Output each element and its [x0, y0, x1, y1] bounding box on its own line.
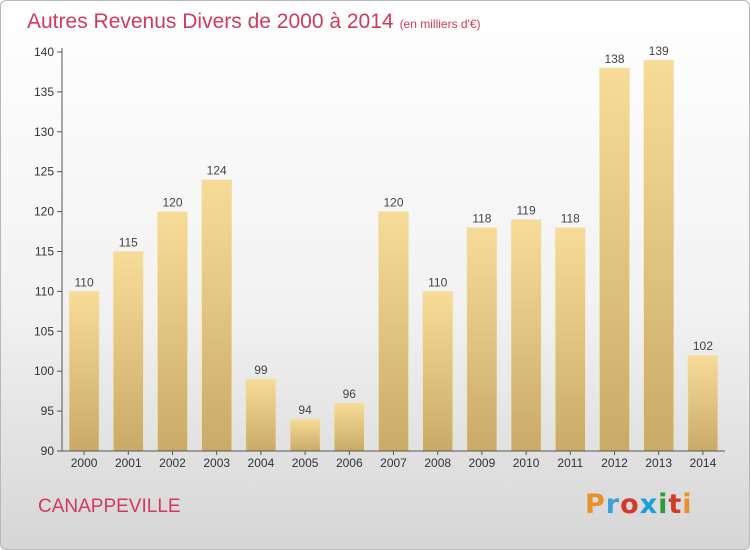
- x-tick-label: 2004: [248, 456, 275, 470]
- bar-value-label: 115: [119, 236, 138, 250]
- y-tick-label: 135: [34, 85, 54, 99]
- bar-value-label: 139: [649, 44, 669, 58]
- bar-value-label: 120: [383, 196, 403, 210]
- bar-value-label: 102: [693, 339, 713, 353]
- bar-value-label: 110: [428, 275, 447, 289]
- bar: [201, 179, 232, 452]
- commune-name: CANAPPEVILLE: [38, 496, 181, 517]
- bar: [510, 219, 542, 452]
- x-tick-label: 2007: [380, 456, 407, 470]
- proxiti-logo: Proxiti: [585, 489, 693, 520]
- x-tick-label: 2014: [690, 456, 717, 470]
- x-tick-label: 2006: [336, 456, 363, 470]
- logo-letter: o: [620, 489, 640, 520]
- bar-value-label: 96: [343, 387, 357, 401]
- x-axis: 2000 2001 2002 2003 2004 2005 2006 2007 2008 2009…: [62, 450, 725, 470]
- chart-unit: (en milliers d'€): [399, 17, 481, 31]
- bar: [289, 418, 321, 452]
- x-tick-label: 2002: [159, 456, 186, 470]
- bar: [378, 211, 409, 452]
- bar: [599, 67, 630, 452]
- x-tick-label: 2011: [557, 456, 583, 470]
- bar: [68, 291, 100, 452]
- y-tick-label: 110: [35, 284, 54, 298]
- bar-value-label: 118: [561, 212, 580, 226]
- bar-value-label: 124: [207, 164, 227, 178]
- y-tick-label: 90: [41, 444, 55, 458]
- logo-letter: x: [639, 489, 659, 520]
- bar-value-label: 119: [517, 204, 536, 218]
- y-tick-label: 140: [34, 45, 54, 59]
- data-labels-group: 110 115 120 124 99 94 96 120 110 118 119 118 138 139 1…: [75, 44, 714, 417]
- x-tick-label: 2010: [513, 456, 540, 470]
- logo-letter: P: [585, 489, 606, 520]
- logo-letter: t: [668, 489, 683, 520]
- bar: [113, 251, 144, 452]
- bar-value-label: 138: [604, 52, 624, 66]
- bar: [643, 59, 674, 452]
- bar-value-label: 110: [75, 275, 94, 289]
- x-tick-label: 2008: [424, 456, 451, 470]
- bar-value-label: 99: [254, 363, 268, 377]
- x-tick-label: 2013: [645, 456, 672, 470]
- bar: [334, 402, 365, 452]
- y-tick-label: 130: [34, 125, 54, 139]
- x-tick-label: 2005: [292, 456, 319, 470]
- x-tick-label: 2009: [469, 456, 496, 470]
- y-axis: 90 95 100 105 110 115 120 125 130 135 140: [34, 45, 63, 458]
- y-tick-label: 100: [34, 364, 54, 378]
- bars-group: [68, 59, 719, 452]
- bar: [466, 227, 498, 452]
- logo-letter: i: [682, 489, 693, 520]
- y-tick-label: 125: [34, 165, 54, 179]
- y-tick-label: 115: [35, 245, 54, 259]
- bar: [422, 291, 453, 452]
- y-tick-label: 105: [34, 324, 54, 338]
- chart-title-text: Autres Revenus Divers de 2000 à 2014: [27, 10, 394, 33]
- chart-title: Autres Revenus Divers de 2000 à 2014 (en …: [27, 10, 481, 34]
- y-tick-label: 120: [34, 205, 54, 219]
- logo-letter: r: [605, 489, 621, 520]
- x-tick-label: 2001: [115, 456, 142, 470]
- x-tick-label: 2012: [601, 456, 628, 470]
- bar-value-label: 120: [162, 196, 182, 210]
- bar-value-label: 118: [472, 212, 491, 226]
- bar: [157, 211, 188, 452]
- bar: [687, 354, 719, 452]
- bar-value-label: 94: [298, 403, 312, 417]
- bar: [555, 227, 586, 452]
- y-tick-label: 95: [41, 404, 55, 418]
- logo-letter: i: [658, 489, 669, 520]
- x-tick-label: 2003: [203, 456, 230, 470]
- x-tick-label: 2000: [71, 456, 98, 470]
- bar: [245, 378, 277, 452]
